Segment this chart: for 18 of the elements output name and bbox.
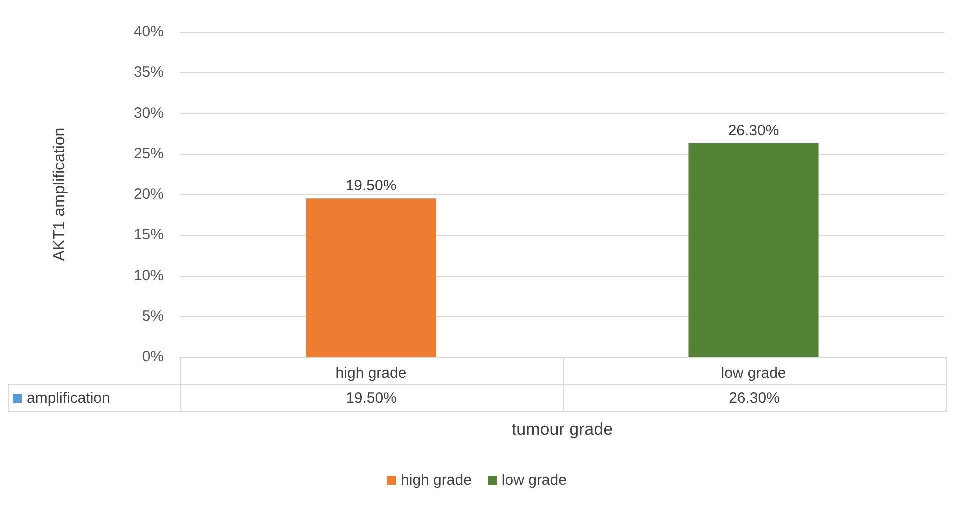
category-label: low grade [502,472,567,489]
category-label: high grade [401,472,472,489]
y-tick-label: 10% [134,267,164,284]
x-axis-title: tumour grade [510,420,614,440]
data-label: 19.50% [180,384,563,412]
y-axis-title: AKT1 amplification [52,128,68,262]
text: 26.30% [728,122,780,140]
y-tick-label: 30% [134,104,164,122]
y-tick-label: 40% [134,24,164,40]
data-label: 26.30% [563,384,946,412]
y-tick-label: 20% [134,186,164,203]
text: 19.50% [346,178,397,195]
y-tick-label: 5% [142,308,164,325]
y-tick-label: 35% [134,64,164,82]
text: amplification [8,384,180,412]
y-tick-label: 15% [134,226,164,244]
y-tick-label: 25% [134,145,164,162]
y-tick-label: 0% [142,348,164,366]
